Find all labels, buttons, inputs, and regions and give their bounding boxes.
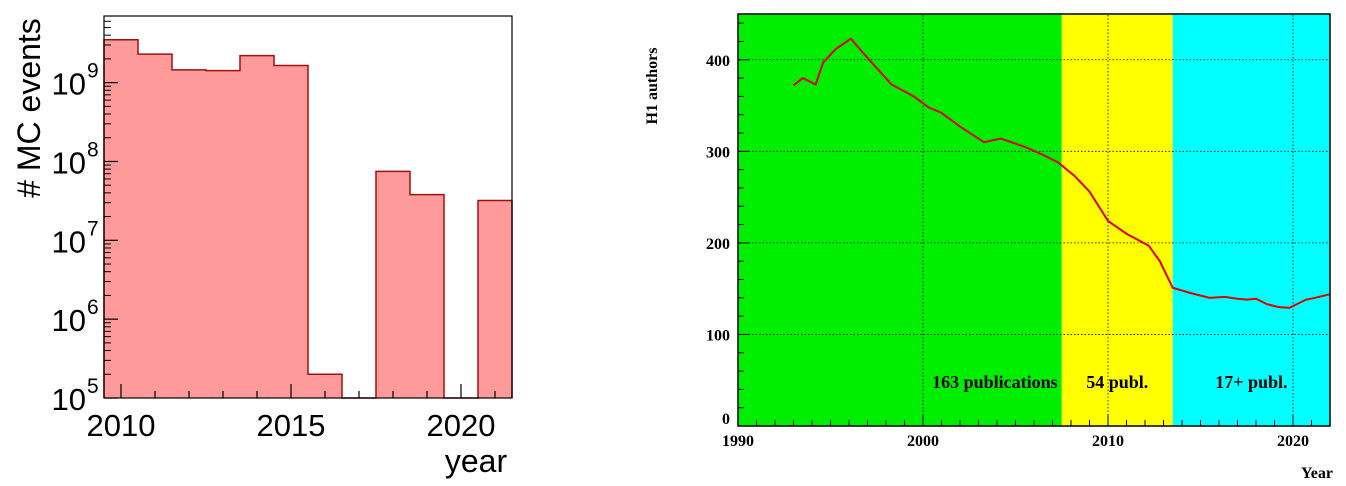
histogram-bar — [478, 200, 512, 398]
right-y-tick-label: 0 — [722, 411, 730, 428]
era-region — [1172, 14, 1330, 426]
left-y-tick-label-exp: 7 — [87, 217, 99, 240]
era-region — [1061, 14, 1173, 426]
left-y-tick-label-base: 10 — [52, 145, 86, 180]
right-x-axis-label: Year — [1301, 465, 1333, 482]
histogram-bar — [376, 171, 410, 398]
left-x-tick-label: 2015 — [257, 408, 326, 443]
h1-authors-chart: 1990 2000 2010 2020 0 100 200 300 400 163 public… — [644, 13, 1333, 482]
histogram-outline — [103, 38, 513, 399]
right-y-tick-label: 300 — [706, 144, 730, 161]
era-region — [738, 14, 1062, 426]
right-x-tick-label: 1990 — [722, 433, 754, 450]
era-region-label: 54 publ. — [1086, 372, 1148, 392]
histogram-bar — [308, 374, 342, 398]
left-y-tick-label-base: 10 — [52, 382, 86, 417]
era-region-label: 17+ publ. — [1215, 372, 1287, 392]
left-y-tick-label-exp: 8 — [87, 138, 99, 161]
left-y-tick-label-base: 10 — [52, 224, 86, 259]
left-plot-border — [103, 15, 513, 399]
left-y-tick-label-base: 10 — [52, 67, 86, 102]
histogram-bar — [172, 69, 206, 398]
left-x-tick-label: 2020 — [427, 408, 496, 443]
right-x-tick-label: 2010 — [1092, 433, 1124, 450]
histogram-bar — [240, 55, 274, 399]
right-x-tick-label: 2000 — [907, 433, 939, 450]
left-y-axis-label: # MC events — [11, 18, 47, 198]
left-y-tick-label-base: 10 — [52, 303, 86, 338]
right-y-tick-label: 100 — [706, 327, 730, 344]
left-y-tick-label-exp: 5 — [87, 375, 99, 398]
histogram-bar — [410, 194, 444, 398]
right-y-tick-label: 200 — [706, 236, 730, 253]
era-region-label: 163 publications — [932, 372, 1058, 392]
histogram-bar — [104, 39, 138, 398]
histogram-bar — [138, 54, 172, 399]
histogram-bar — [274, 65, 308, 398]
left-x-tick-label: 2010 — [87, 408, 156, 443]
left-y-tick-label-exp: 6 — [87, 296, 99, 319]
left-y-tick-label-exp: 9 — [87, 60, 99, 83]
right-y-tick-label: 400 — [706, 53, 730, 70]
authors-series-line — [792, 37, 1331, 309]
right-x-tick-label: 2020 — [1277, 433, 1309, 450]
right-y-axis-label: H1 authors — [644, 48, 661, 125]
histogram-bar — [206, 70, 240, 399]
left-x-axis-label: year — [445, 443, 508, 479]
